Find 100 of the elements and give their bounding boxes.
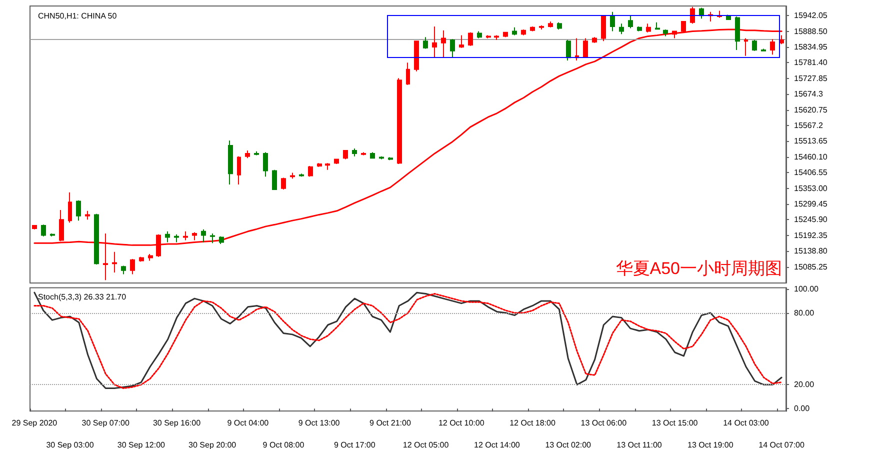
- y-tick-label: 15727.85: [794, 74, 828, 83]
- y-tick-label: 15406.55: [794, 168, 828, 178]
- annotation: 华夏A50一小时周期图: [616, 259, 782, 278]
- x-tick-label: 12 Oct 10:00: [438, 418, 485, 428]
- candlestick: [557, 22, 562, 30]
- x-tick-label: 9 Oct 08:00: [262, 440, 305, 449]
- x-tick-label: 14 Oct 07:00: [758, 440, 806, 449]
- candlestick: [165, 230, 170, 243]
- candlestick: [752, 40, 757, 52]
- candlestick: [735, 16, 740, 50]
- x-tick-label: 9 Oct 21:00: [370, 418, 412, 428]
- x-tick-label: 12 Oct 14:00: [474, 440, 520, 449]
- candlestick: [94, 213, 99, 266]
- candlestick: [583, 38, 588, 58]
- candlestick: [414, 40, 419, 72]
- candlestick: [530, 26, 535, 32]
- candlestick: [325, 162, 330, 170]
- candlestick: [663, 28, 668, 37]
- text: Stoch(5,3,3) 26.33 21.70: [38, 292, 127, 302]
- candlestick: [85, 210, 90, 220]
- candlestick: [494, 34, 499, 40]
- candlestick: [486, 34, 491, 39]
- candlestick: [334, 158, 339, 164]
- y-tick-label: 15674.3: [794, 90, 824, 99]
- candlestick: [352, 148, 357, 157]
- candlestick: [76, 200, 81, 222]
- y-tick-label: 15567.2: [794, 121, 824, 130]
- text: CHN50,H1: CHINA 50: [38, 12, 118, 20]
- y-tick-label: 80.00: [794, 308, 815, 318]
- candlestick: [646, 23, 651, 33]
- candlestick: [423, 36, 428, 50]
- y-tick-label: 15460.10: [794, 152, 828, 162]
- candlestick: [343, 150, 348, 160]
- y-tick-label: 15781.40: [794, 58, 828, 68]
- y-tick-label: 15834.95: [794, 42, 828, 52]
- candlestick: [512, 26, 517, 36]
- x-tick-label: 13 Oct 11:00: [616, 440, 662, 449]
- candlestick: [459, 34, 464, 48]
- y-tick-label: 15353.00: [794, 184, 828, 193]
- candlestick: [130, 258, 135, 275]
- candlestick: [610, 11, 615, 32]
- y-tick-label: 15620.75: [794, 105, 828, 114]
- candlestick: [192, 232, 197, 241]
- candlestick: [744, 38, 748, 56]
- y-tick-label: 15245.90: [794, 215, 828, 224]
- candlestick: [637, 26, 642, 32]
- candlestick: [592, 36, 597, 44]
- candlestick: [148, 253, 153, 262]
- candlestick: [183, 230, 188, 241]
- candlestick: [112, 251, 117, 273]
- candlestick: [139, 256, 144, 262]
- candlestick: [548, 21, 553, 28]
- x-tick-label: 30 Sep 12:00: [117, 440, 166, 449]
- candlestick: [201, 228, 206, 243]
- candlestick: [210, 232, 215, 244]
- candlestick: [32, 225, 37, 230]
- candlestick: [281, 177, 286, 190]
- candlestick: [770, 38, 775, 56]
- y-tick-label: 15192.35: [794, 230, 828, 240]
- x-tick-label: 14 Oct 03:00: [723, 418, 770, 428]
- x-tick-label: 30 Sep 16:00: [152, 418, 202, 428]
- candlestick: [174, 234, 179, 243]
- candlestick: [539, 24, 544, 30]
- candlestick: [237, 156, 241, 186]
- y-tick-label: 15513.65: [794, 136, 828, 146]
- candlestick: [379, 156, 384, 160]
- candlestick: [601, 16, 606, 42]
- candlestick: [779, 34, 784, 45]
- y-tick-label: 15085.25: [794, 262, 828, 272]
- candlestick: [317, 162, 322, 168]
- candlestick: [59, 210, 64, 242]
- x-tick-label: 13 Oct 15:00: [652, 418, 698, 428]
- candlestick: [121, 265, 126, 275]
- candlestick: [468, 32, 473, 46]
- y-tick-label: 20.00: [794, 380, 815, 390]
- y-tick-label: 15299.45: [794, 200, 828, 209]
- candlestick: [397, 78, 402, 164]
- y-tick-label: 15138.80: [794, 246, 828, 256]
- x-tick-label: 30 Sep 07:00: [82, 418, 130, 428]
- candlestick: [361, 152, 366, 156]
- candlestick: [290, 172, 295, 180]
- candlestick: [254, 150, 259, 156]
- candlestick: [68, 192, 72, 224]
- candlestick: [655, 22, 660, 30]
- candlestick: [272, 169, 277, 190]
- x-tick-label: 9 Oct 13:00: [298, 418, 340, 428]
- x-tick-label: 13 Oct 06:00: [580, 418, 628, 428]
- candlestick: [566, 40, 571, 62]
- candlestick: [308, 166, 313, 178]
- candlestick: [477, 30, 482, 39]
- x-tick-label: 29 Sep 2020: [12, 418, 58, 428]
- y-tick-label: 15942.05: [794, 11, 828, 20]
- x-tick-label: 9 Oct 04:00: [227, 418, 270, 428]
- candlestick: [41, 224, 46, 237]
- x-tick-label: 12 Oct 05:00: [402, 440, 450, 449]
- candlestick: [761, 48, 766, 52]
- y-tick-label: 0.00: [794, 404, 810, 414]
- candlestick: [441, 30, 446, 58]
- candlestick: [450, 38, 455, 58]
- x-tick-label: 30 Sep 03:00: [46, 440, 94, 449]
